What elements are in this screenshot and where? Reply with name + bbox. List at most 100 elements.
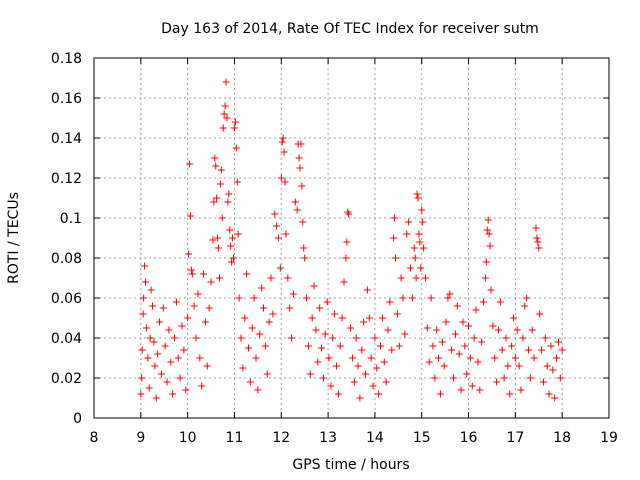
data-point [274, 234, 282, 242]
data-point [543, 362, 551, 370]
data-point [408, 294, 416, 302]
data-points [137, 78, 566, 402]
data-point [224, 198, 232, 206]
data-point [425, 358, 433, 366]
data-point [331, 310, 339, 318]
data-point [427, 294, 435, 302]
data-point [369, 382, 377, 390]
data-point [474, 358, 482, 366]
data-point [358, 346, 366, 354]
data-point [297, 140, 305, 148]
y-tick-label: 0.14 [51, 131, 82, 147]
data-point [440, 362, 448, 370]
data-point [278, 138, 286, 146]
data-point [301, 254, 309, 262]
data-point [252, 354, 260, 362]
data-point [137, 390, 145, 398]
data-point [420, 244, 428, 252]
data-point [431, 374, 439, 382]
data-point [215, 244, 223, 252]
data-point [234, 230, 242, 238]
data-point [536, 310, 544, 318]
data-point [483, 226, 491, 234]
data-point [334, 390, 342, 398]
data-point [459, 318, 467, 326]
data-point [504, 362, 512, 370]
data-point [535, 244, 543, 252]
data-point [453, 302, 461, 310]
data-point [207, 278, 215, 286]
data-point [451, 330, 459, 338]
chart-title: Day 163 of 2014, Rate Of TEC Index for r… [161, 21, 539, 37]
data-point [411, 254, 419, 262]
data-point [178, 322, 186, 330]
data-point [312, 326, 320, 334]
data-point [273, 222, 281, 230]
data-point [169, 390, 177, 398]
data-point [481, 274, 489, 282]
data-point [382, 378, 390, 386]
data-point [298, 182, 306, 190]
data-point [547, 342, 555, 350]
data-point [444, 294, 452, 302]
data-point [254, 386, 262, 394]
data-point [185, 250, 193, 258]
data-point [295, 154, 303, 162]
data-point [225, 190, 233, 198]
data-point [180, 346, 188, 354]
data-point [486, 242, 494, 250]
data-point [276, 264, 284, 272]
y-tick-label: 0.02 [51, 371, 82, 387]
data-point [221, 102, 229, 110]
data-point [213, 194, 221, 202]
data-point [203, 362, 211, 370]
data-point [429, 342, 437, 350]
data-point [237, 334, 245, 342]
data-point [343, 238, 351, 246]
data-point [373, 364, 381, 372]
data-point [511, 354, 519, 362]
data-point [352, 334, 360, 342]
data-point [159, 304, 167, 312]
data-point [365, 314, 373, 322]
data-point [235, 294, 243, 302]
data-point [233, 178, 241, 186]
data-point [219, 124, 227, 132]
data-point [500, 374, 508, 382]
data-point [190, 302, 198, 310]
data-point [534, 238, 542, 246]
data-point [145, 384, 153, 392]
data-point [348, 354, 356, 362]
data-point [526, 374, 534, 382]
data-point [416, 238, 424, 246]
data-point [406, 264, 414, 272]
x-tick-label: 14 [366, 430, 384, 446]
data-point [184, 314, 192, 322]
x-tick-label: 18 [553, 430, 571, 446]
data-point [281, 178, 289, 186]
data-point [375, 390, 383, 398]
data-point [227, 242, 235, 250]
data-point [229, 234, 237, 242]
data-point [466, 354, 474, 362]
data-point [291, 198, 299, 206]
data-point [319, 374, 327, 382]
data-point [519, 334, 527, 342]
data-point [405, 218, 413, 226]
data-point [436, 390, 444, 398]
data-point [523, 294, 531, 302]
data-point [528, 326, 536, 334]
data-point [414, 194, 422, 202]
data-point [484, 216, 492, 224]
data-point [194, 290, 202, 298]
data-point [142, 324, 150, 332]
data-point [498, 346, 506, 354]
data-point [342, 254, 350, 262]
data-point [384, 326, 392, 334]
data-point [354, 362, 362, 370]
data-point [230, 254, 238, 262]
data-point [423, 324, 431, 332]
data-point [310, 282, 318, 290]
data-point [182, 386, 190, 394]
